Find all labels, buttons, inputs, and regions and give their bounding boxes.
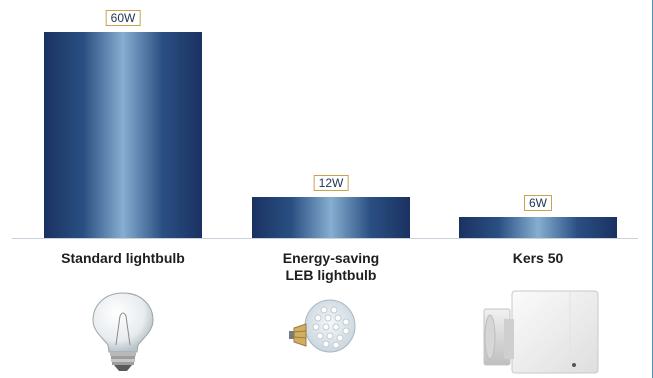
bar-kers <box>459 217 617 238</box>
category-label-standard: Standard lightbulb <box>61 250 185 266</box>
led-bulb-icon <box>289 299 356 353</box>
chart-area: 60W 12W 6W <box>44 10 617 238</box>
chart-baseline <box>12 238 638 239</box>
data-label-energy-saving: 12W <box>313 174 349 191</box>
kers-50-unit-icon <box>483 290 599 374</box>
bar-energy-saving <box>252 196 410 238</box>
category-label-energy-saving: Energy-saving LEB lightbulb <box>282 250 380 283</box>
data-label-standard: 60W <box>105 10 141 26</box>
data-label-kers: 6W <box>524 195 552 212</box>
bar-standard <box>44 32 202 238</box>
category-label-kers: Kers 50 <box>512 250 564 266</box>
incandescent-bulb-icon <box>92 292 154 371</box>
